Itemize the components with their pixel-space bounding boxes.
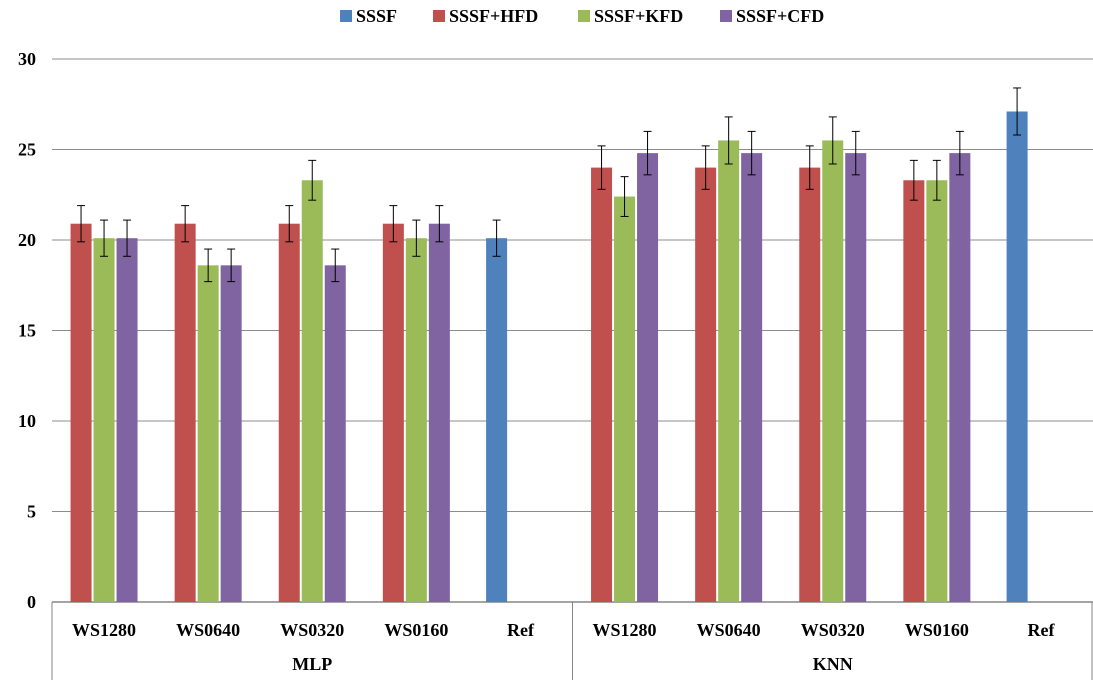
x-category-label: WS0160 xyxy=(384,620,448,640)
bar xyxy=(197,265,219,602)
bar xyxy=(116,238,138,602)
bar xyxy=(1006,111,1028,603)
x-category-label: WS0160 xyxy=(905,620,969,640)
bar xyxy=(93,238,115,602)
bar xyxy=(174,223,196,602)
bar xyxy=(741,153,763,602)
bar xyxy=(845,153,867,602)
legend-swatch xyxy=(720,10,732,22)
y-tick-label: 0 xyxy=(27,592,36,612)
legend-label: SSSF xyxy=(356,6,397,26)
bar xyxy=(949,153,971,602)
bar xyxy=(278,223,300,602)
bar xyxy=(718,140,740,602)
x-category-label: Ref xyxy=(507,620,535,640)
legend-label: SSSF+KFD xyxy=(594,6,683,26)
bar xyxy=(324,265,346,602)
bar xyxy=(591,167,613,602)
y-tick-label: 15 xyxy=(18,321,36,341)
x-category-label: WS1280 xyxy=(72,620,136,640)
x-category-label: Ref xyxy=(1027,620,1055,640)
legend-label: SSSF+HFD xyxy=(449,6,538,26)
bars xyxy=(70,87,1028,603)
x-group-label: KNN xyxy=(813,654,853,674)
x-category-label: WS0320 xyxy=(801,620,865,640)
bar xyxy=(220,265,242,602)
legend: SSSF SSSF+HFD SSSF+KFD SSSF+CFD xyxy=(340,6,824,26)
bar xyxy=(903,180,925,602)
y-tick-label: 25 xyxy=(18,140,36,160)
legend-swatch xyxy=(578,10,590,22)
bar xyxy=(405,238,427,602)
legend-swatch xyxy=(340,10,352,22)
bar xyxy=(301,180,323,602)
x-axis: WS1280 WS0640 WS0320 WS0160 Ref MLP WS1280 WS06… xyxy=(51,602,1093,680)
legend-swatch xyxy=(433,10,445,22)
bar xyxy=(822,140,844,602)
y-tick-label: 20 xyxy=(18,230,36,250)
bar xyxy=(695,167,717,602)
y-tick-label: 5 xyxy=(27,502,36,522)
x-category-label: WS0320 xyxy=(280,620,344,640)
bar xyxy=(70,223,92,602)
x-category-label: WS0640 xyxy=(697,620,761,640)
bar xyxy=(637,153,659,602)
bar xyxy=(382,223,404,602)
y-tick-label: 10 xyxy=(18,411,36,431)
x-category-label: WS0640 xyxy=(176,620,240,640)
y-tick-label: 30 xyxy=(18,49,36,69)
x-group-label: MLP xyxy=(292,654,332,674)
x-category-label: WS1280 xyxy=(593,620,657,640)
bar xyxy=(926,180,948,602)
bar xyxy=(799,167,821,602)
legend-label: SSSF+CFD xyxy=(736,6,824,26)
bar xyxy=(614,196,636,602)
bar xyxy=(486,238,508,602)
y-axis: 0 5 10 15 20 25 30 xyxy=(18,49,36,612)
bar xyxy=(428,223,450,602)
